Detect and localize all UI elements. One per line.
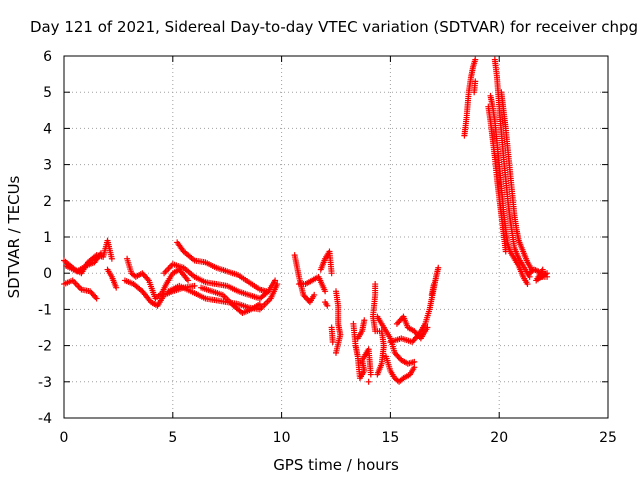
data-point <box>329 338 336 345</box>
chart-title: Day 121 of 2021, Sidereal Day-to-day VTE… <box>30 18 638 36</box>
data-point <box>185 277 192 284</box>
data-point <box>256 300 263 307</box>
y-tick-label: -4 <box>38 411 52 427</box>
x-axis-ticks: 0 5 10 15 20 25 <box>60 56 617 446</box>
data-point <box>365 378 372 385</box>
x-tick-label: 20 <box>490 430 508 446</box>
y-tick-label: 6 <box>43 49 52 65</box>
y-tick-label: -1 <box>38 302 52 318</box>
data-point <box>108 255 115 262</box>
data-points <box>61 56 551 385</box>
x-tick-label: 5 <box>168 430 177 446</box>
data-point <box>471 89 478 96</box>
data-point <box>93 295 100 302</box>
data-point <box>322 288 329 295</box>
data-point <box>524 281 531 288</box>
y-axis-label: SDTVAR / TECUs <box>5 175 23 298</box>
x-axis-label: GPS time / hours <box>273 456 399 474</box>
y-tick-label: -3 <box>38 375 52 391</box>
data-point <box>472 56 479 63</box>
y-tick-label: 2 <box>43 194 52 210</box>
data-point <box>502 248 509 255</box>
data-point <box>333 349 339 356</box>
y-tick-label: 5 <box>43 85 52 101</box>
data-point <box>435 264 442 271</box>
data-point <box>311 291 318 298</box>
data-point <box>263 288 270 295</box>
data-point <box>324 302 331 309</box>
data-point <box>113 284 120 291</box>
x-tick-label: 15 <box>381 430 399 446</box>
y-tick-label: -2 <box>38 339 52 355</box>
data-point <box>424 324 431 331</box>
data-point <box>411 358 418 365</box>
y-tick-label: 4 <box>43 121 52 137</box>
data-point <box>367 371 374 378</box>
grid-lines <box>64 56 608 418</box>
data-point <box>411 364 418 371</box>
y-axis-ticks: -4 -3 -2 -1 0 1 2 3 4 5 6 <box>38 49 608 427</box>
y-tick-label: 1 <box>43 230 52 246</box>
data-point <box>328 270 335 277</box>
data-point <box>374 371 381 378</box>
x-tick-label: 10 <box>273 430 291 446</box>
y-tick-label: 3 <box>43 158 52 174</box>
data-point <box>354 335 361 342</box>
y-tick-label: 0 <box>43 266 52 282</box>
x-tick-label: 25 <box>599 430 617 446</box>
x-tick-label: 0 <box>60 430 69 446</box>
data-point <box>430 281 437 288</box>
data-point <box>544 273 551 280</box>
data-point <box>97 250 104 257</box>
data-point <box>272 277 279 284</box>
data-point <box>191 282 198 289</box>
data-point <box>274 281 281 288</box>
